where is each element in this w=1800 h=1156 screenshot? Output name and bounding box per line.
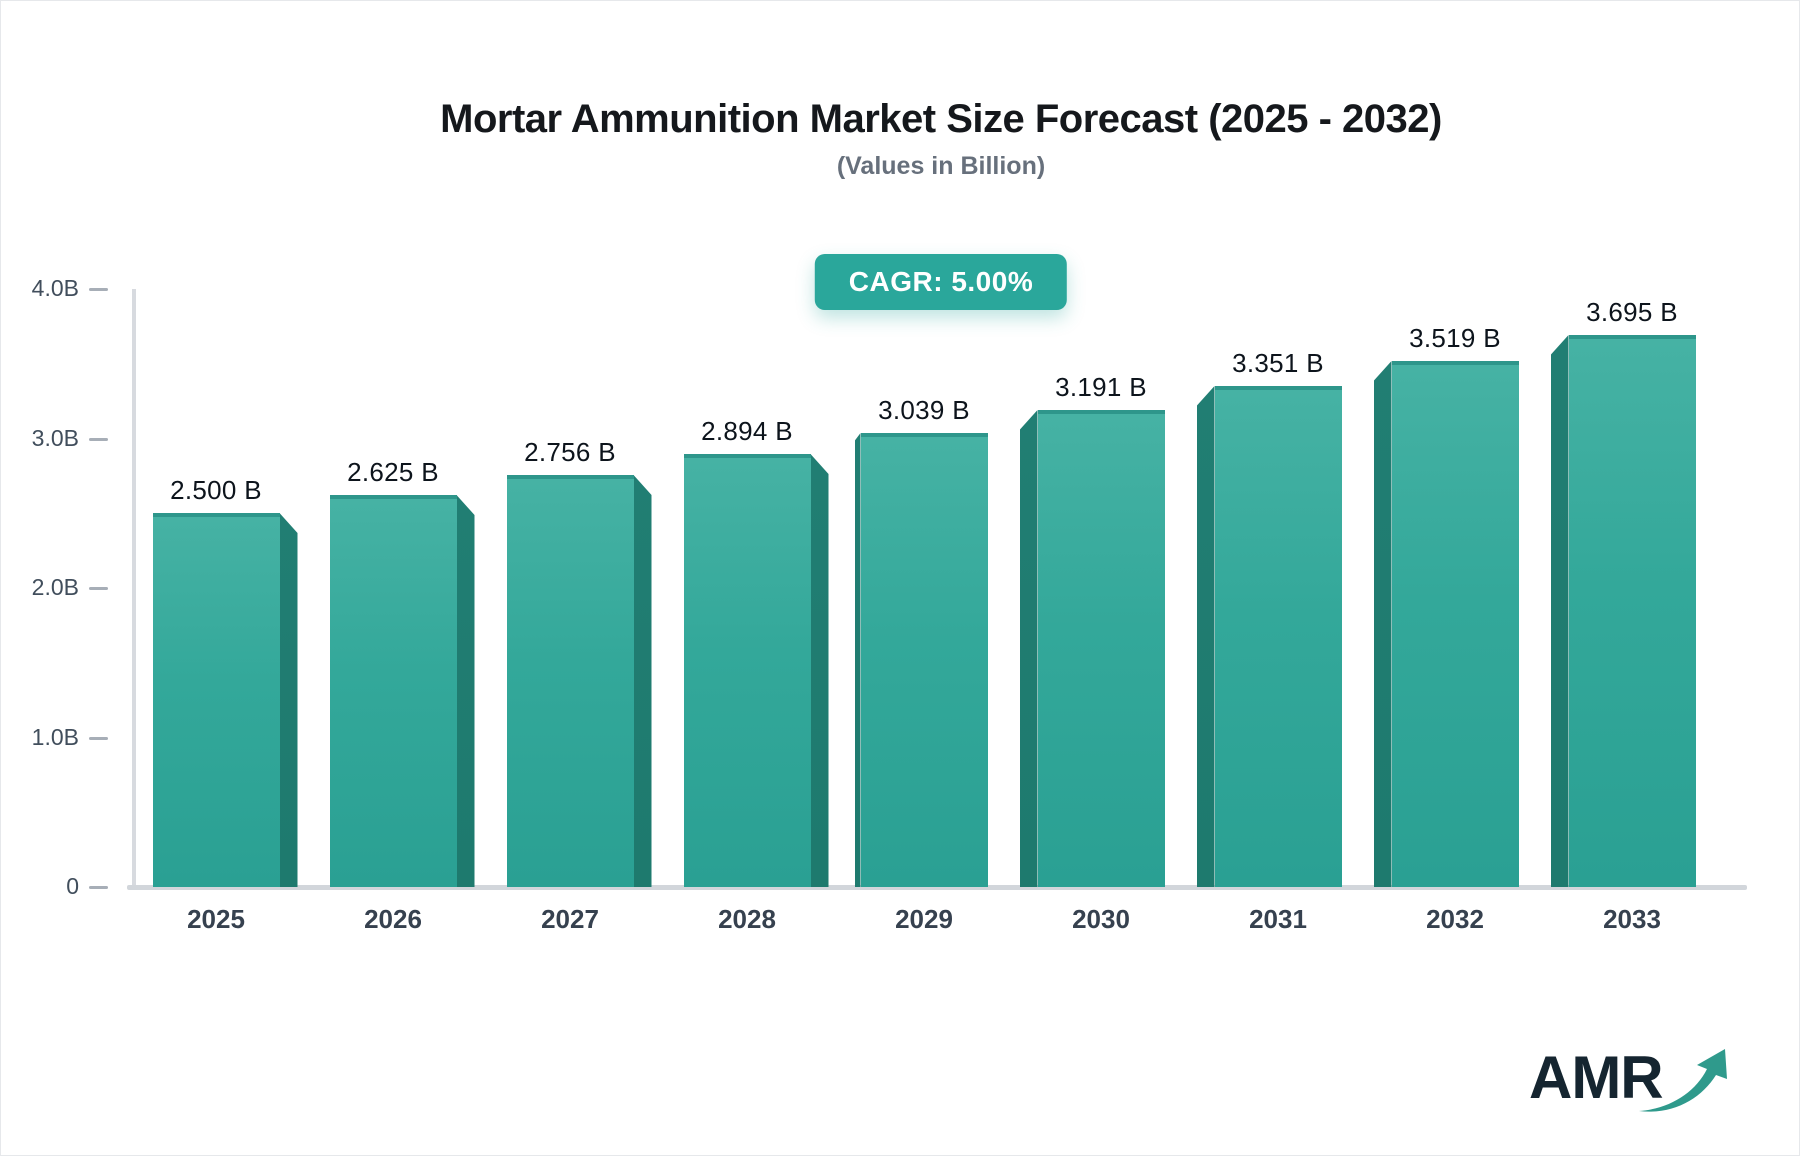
bar-value-label: 2.500 B bbox=[170, 475, 262, 505]
bar-value-label: 2.894 B bbox=[701, 416, 793, 446]
x-axis-category-label: 2032 bbox=[1426, 904, 1484, 934]
x-axis-category-label: 2030 bbox=[1072, 904, 1130, 934]
bar-2026 bbox=[329, 495, 457, 887]
bar-side-face bbox=[854, 433, 861, 887]
bar-2029 bbox=[860, 433, 988, 887]
chart-subtitle: (Values in Billion) bbox=[836, 152, 1046, 180]
x-axis-category-label: 2028 bbox=[718, 904, 776, 934]
bar-side-face bbox=[1550, 335, 1569, 887]
bar-2033 bbox=[1568, 335, 1696, 887]
y-tick-label: 3.0B bbox=[31, 424, 79, 451]
bar-value-label: 3.039 B bbox=[878, 395, 970, 425]
bar-value-label: 3.351 B bbox=[1232, 348, 1324, 378]
bar-side-face bbox=[456, 495, 475, 887]
y-tick-label: 4.0B bbox=[31, 275, 79, 301]
bar-2030 bbox=[1037, 410, 1165, 887]
bar-side-face bbox=[1373, 361, 1392, 887]
y-tick-label: 1.0B bbox=[31, 723, 79, 750]
growth-arrow-icon bbox=[1639, 1049, 1727, 1112]
y-tick-label: 2.0B bbox=[31, 574, 79, 600]
bar-value-label: 3.191 B bbox=[1055, 372, 1147, 402]
y-tick-label: 0 bbox=[66, 873, 79, 899]
x-axis-category-label: 2027 bbox=[541, 904, 599, 934]
x-axis-category-label: 2029 bbox=[895, 904, 953, 934]
x-axis-category-label: 2031 bbox=[1249, 904, 1307, 934]
bar-side-face bbox=[810, 454, 829, 887]
bar-value-label: 2.625 B bbox=[347, 457, 439, 487]
bar-side-face bbox=[633, 475, 652, 887]
y-tick-mark bbox=[89, 437, 108, 441]
bar-side-face bbox=[1196, 386, 1215, 887]
bar-2027 bbox=[506, 475, 634, 887]
x-axis-category-label: 2033 bbox=[1603, 904, 1661, 934]
y-tick-mark bbox=[89, 736, 108, 740]
cagr-badge: CAGR: 5.00% bbox=[814, 254, 1068, 310]
bar-side-face bbox=[1019, 410, 1038, 887]
x-axis-category-label: 2026 bbox=[364, 904, 422, 934]
y-tick-mark bbox=[89, 288, 108, 291]
bar-value-label: 3.519 B bbox=[1409, 323, 1501, 353]
bar-value-label: 3.695 B bbox=[1586, 297, 1678, 327]
amr-logo-text: AMR bbox=[1529, 1044, 1664, 1111]
bar-2032 bbox=[1391, 361, 1519, 887]
bar-2025 bbox=[152, 513, 280, 887]
bar-2028 bbox=[683, 454, 811, 887]
x-axis-category-label: 2025 bbox=[187, 904, 245, 934]
bar-value-label: 2.756 B bbox=[524, 437, 616, 467]
y-axis-line bbox=[132, 289, 136, 887]
chart-header: Mortar Ammunition Market Size Forecast (… bbox=[136, 1, 1746, 331]
y-tick-mark bbox=[89, 587, 108, 590]
bar-2031 bbox=[1214, 386, 1342, 887]
x-axis-line bbox=[127, 885, 1747, 890]
y-tick-mark bbox=[89, 886, 108, 889]
chart-title: Mortar Ammunition Market Size Forecast (… bbox=[440, 97, 1442, 141]
bar-side-face bbox=[279, 513, 298, 887]
amr-logo: AMR bbox=[1529, 1037, 1749, 1123]
